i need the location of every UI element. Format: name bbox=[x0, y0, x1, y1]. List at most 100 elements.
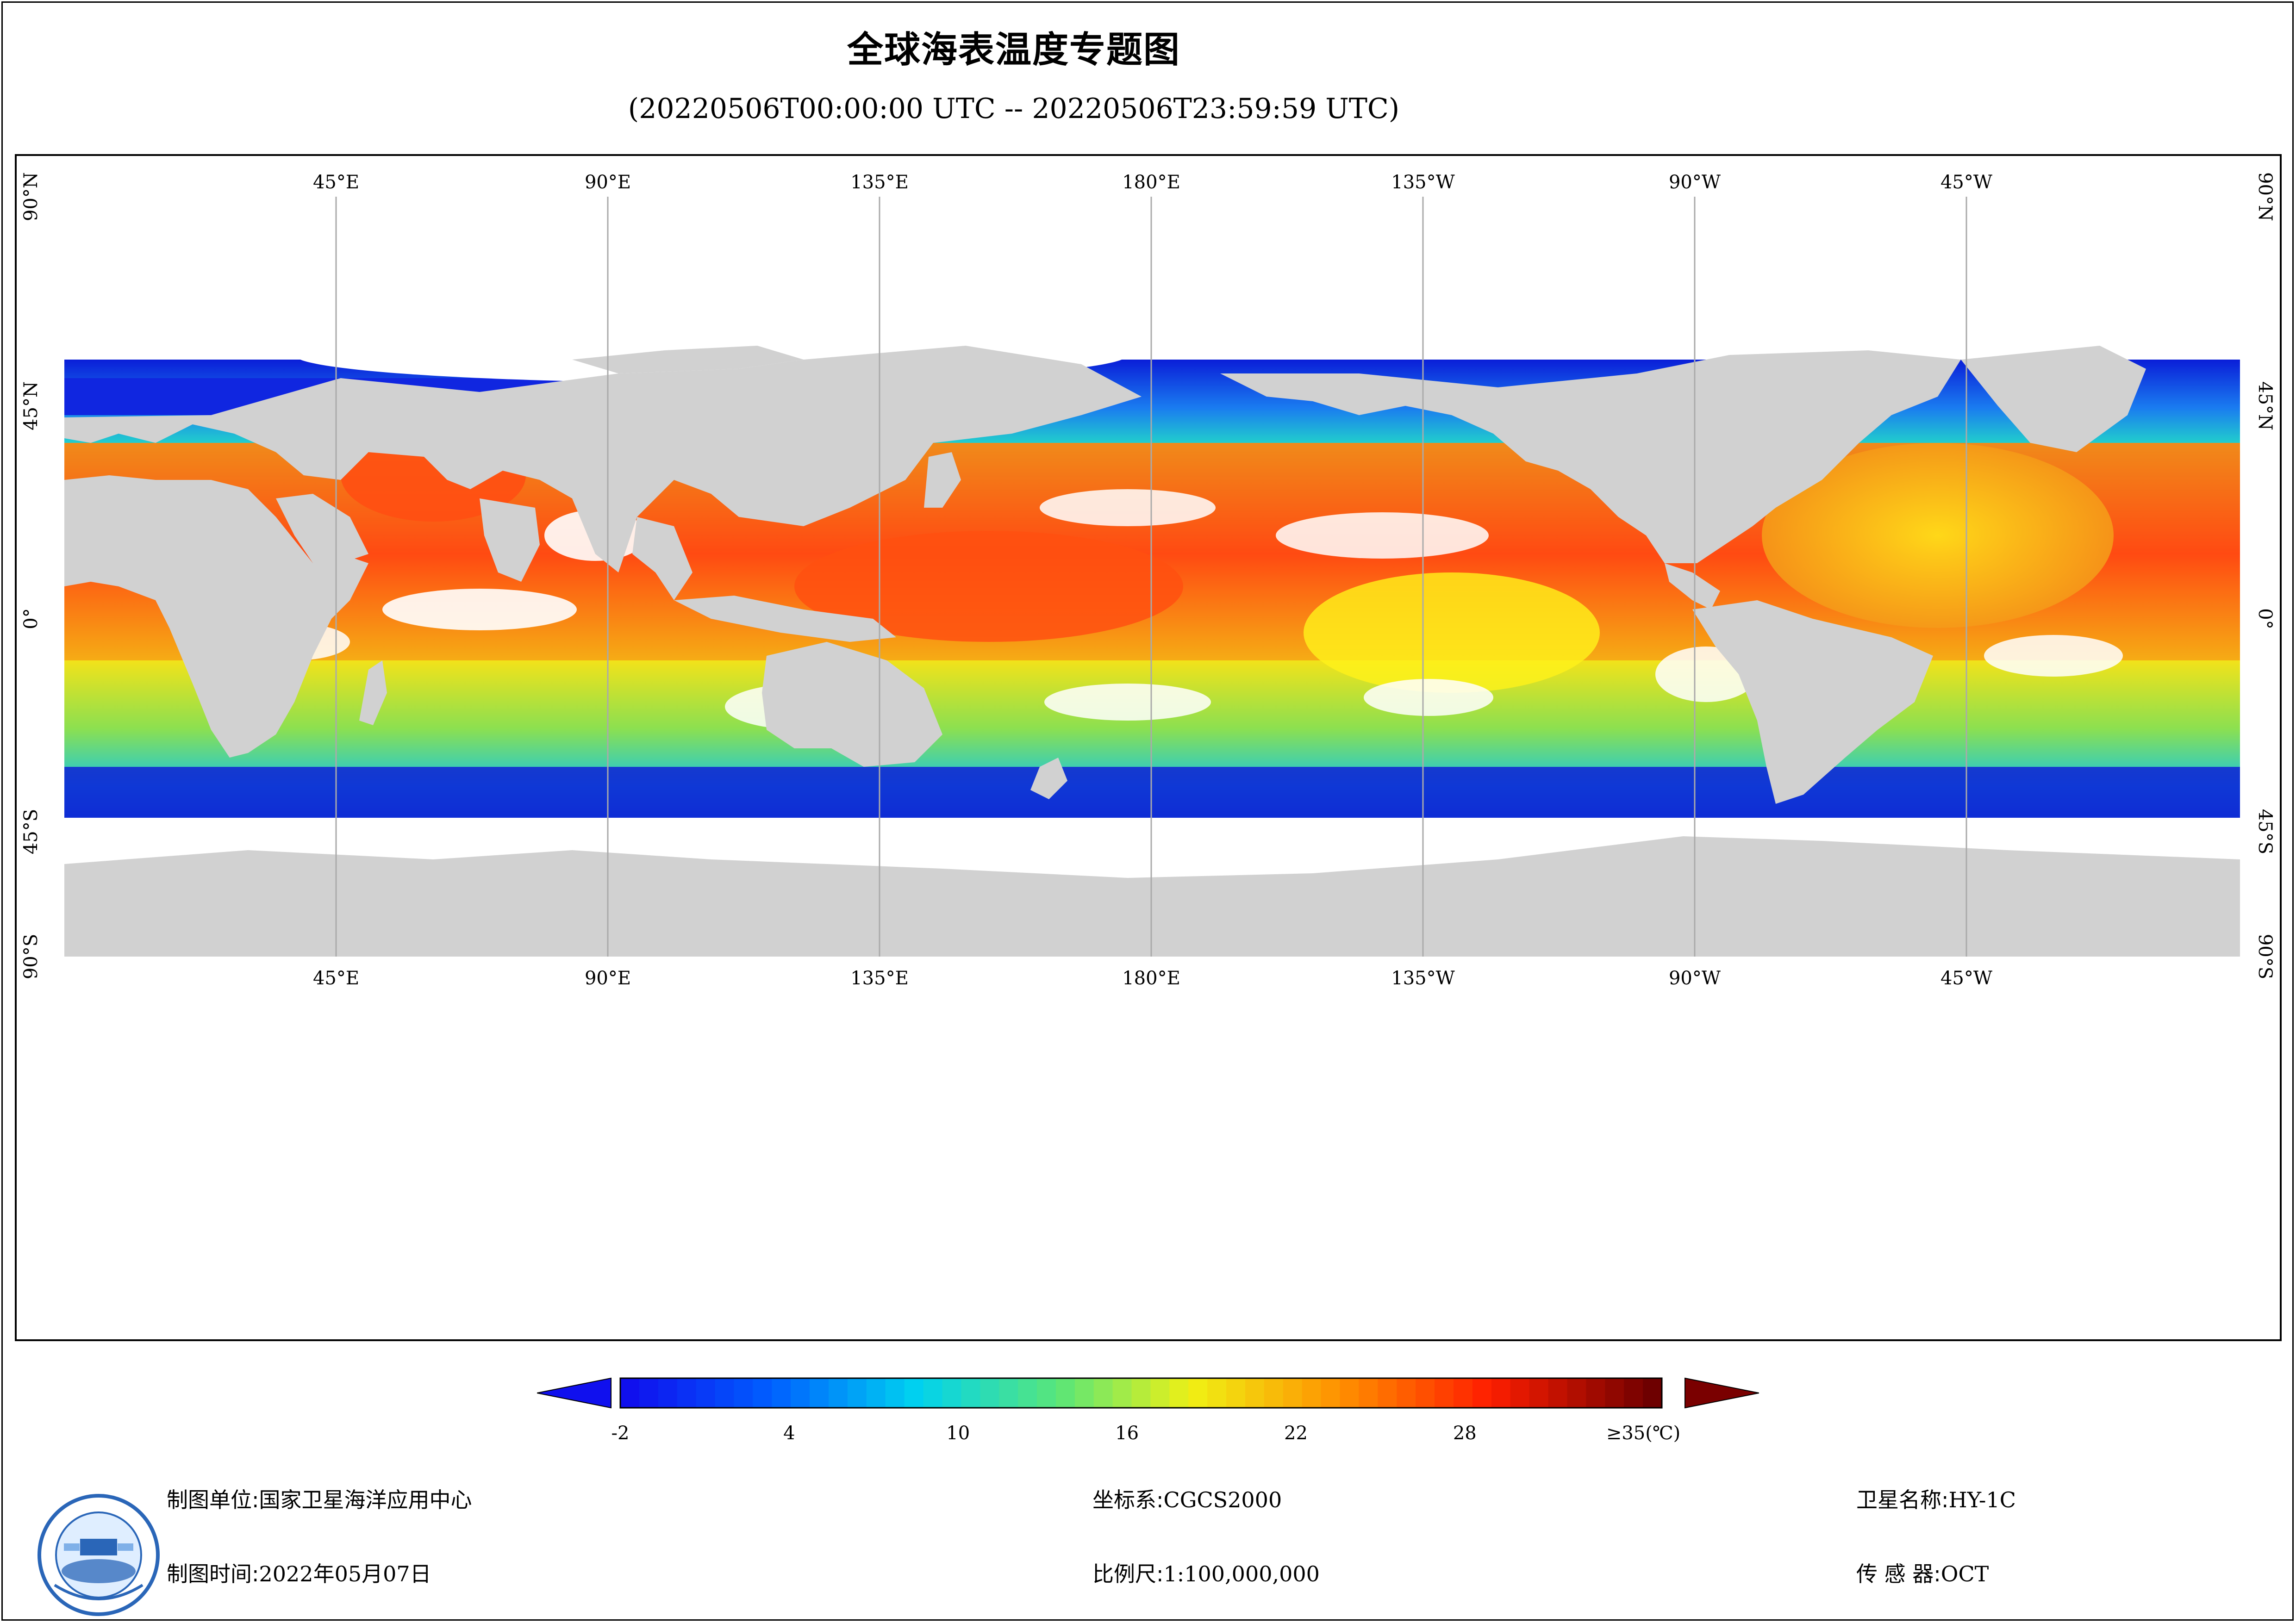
colorbar-cell bbox=[904, 1378, 924, 1408]
footer-unit-label: 制图单位: bbox=[167, 1487, 259, 1512]
sst-layer-southern-ocean bbox=[64, 767, 2240, 818]
map-frame: 45°E 90°E 135°E 180°E 135°W 90°W 45°W 45°E 90°E 1… bbox=[15, 154, 2282, 1341]
colorbar-cell bbox=[1037, 1378, 1056, 1408]
footer-satellite-label: 卫星名称: bbox=[1856, 1487, 1949, 1512]
bottom-lon-label: 135°E bbox=[850, 968, 909, 989]
colorbar-cell bbox=[1416, 1378, 1435, 1408]
colorbar-cells bbox=[619, 1377, 1663, 1409]
colorbar-cell bbox=[1510, 1378, 1530, 1408]
right-lat-label: 90°S bbox=[2254, 934, 2276, 979]
footer-time-label: 制图时间: bbox=[167, 1561, 259, 1586]
colorbar-cell bbox=[753, 1378, 772, 1408]
sst-patch-atlantic bbox=[1762, 443, 2114, 628]
colorbar-tick-label: 4 bbox=[783, 1423, 795, 1444]
colorbar-cell bbox=[1567, 1378, 1586, 1408]
top-lon-label: 45°E bbox=[313, 172, 359, 193]
top-lon-label: 45°W bbox=[1940, 172, 1992, 193]
colorbar-cell bbox=[1359, 1378, 1378, 1408]
colorbar-cell bbox=[999, 1378, 1018, 1408]
top-lon-label: 90°W bbox=[1669, 172, 1721, 193]
colorbar-cell bbox=[696, 1378, 716, 1408]
colorbar-cell bbox=[658, 1378, 678, 1408]
colorbar-cell bbox=[980, 1378, 999, 1408]
colorbar-cell bbox=[1340, 1378, 1360, 1408]
colorbar-cell bbox=[1169, 1378, 1189, 1408]
colorbar-cell bbox=[961, 1378, 980, 1408]
colorbar-tick-label: -2 bbox=[611, 1423, 630, 1444]
right-lat-label: 90°N bbox=[2254, 172, 2276, 221]
footer-time: 制图时间:2022年05月07日 bbox=[167, 1557, 431, 1588]
top-lon-label: 135°E bbox=[850, 172, 909, 193]
colorbar-cell bbox=[1188, 1378, 1208, 1408]
colorbar-frame bbox=[619, 1377, 1663, 1409]
colorbar-tick-label: ≥35(℃) bbox=[1606, 1423, 1680, 1444]
bottom-lon-label: 180°E bbox=[1122, 968, 1180, 989]
colorbar-cell bbox=[1624, 1378, 1643, 1408]
colorbar-under-arrow bbox=[537, 1377, 611, 1409]
colorbar-cell bbox=[1454, 1378, 1473, 1408]
bottom-lon-label: 135°W bbox=[1391, 968, 1454, 989]
bottom-lon-label: 45°E bbox=[313, 968, 359, 989]
colorbar-cell bbox=[1548, 1378, 1568, 1408]
colorbar-tick-label: 22 bbox=[1284, 1423, 1308, 1444]
colorbar-cell bbox=[942, 1378, 961, 1408]
sst-patch-pacific-warm bbox=[794, 531, 1183, 642]
left-lat-label: 90°S bbox=[20, 934, 42, 979]
colorbar-cell bbox=[1529, 1378, 1549, 1408]
colorbar-tick-label: 28 bbox=[1453, 1423, 1477, 1444]
colorbar-cell bbox=[1018, 1378, 1037, 1408]
left-lat-label: 45°S bbox=[20, 809, 42, 854]
footer-scale-label: 比例尺: bbox=[1092, 1561, 1164, 1586]
bottom-lon-label: 45°W bbox=[1940, 968, 1992, 989]
right-lat-label: 0° bbox=[2254, 608, 2276, 629]
top-lon-label: 180°E bbox=[1122, 172, 1180, 193]
colorbar-cell bbox=[1472, 1378, 1492, 1408]
colorbar-cell bbox=[1264, 1378, 1284, 1408]
colorbar-cell bbox=[1131, 1378, 1151, 1408]
graticule bbox=[335, 197, 1967, 957]
bottom-lon-label: 90°W bbox=[1669, 968, 1721, 989]
colorbar-tick-label: 16 bbox=[1115, 1423, 1139, 1444]
agency-logo bbox=[37, 1494, 160, 1616]
colorbar-cell bbox=[1245, 1378, 1265, 1408]
footer-satellite-value: HY-1C bbox=[1948, 1487, 2016, 1512]
colorbar-cell bbox=[1112, 1378, 1132, 1408]
colorbar-cell bbox=[1397, 1378, 1416, 1408]
colorbar-cell bbox=[1207, 1378, 1227, 1408]
colorbar-cell bbox=[1586, 1378, 1605, 1408]
colorbar-cell bbox=[639, 1378, 659, 1408]
bottom-lon-label: 90°E bbox=[585, 968, 631, 989]
colorbar-cell bbox=[1491, 1378, 1511, 1408]
footer-scale-value: 1:100,000,000 bbox=[1163, 1561, 1320, 1586]
footer-time-value: 2022年05月07日 bbox=[259, 1561, 431, 1586]
colorbar-cell bbox=[1302, 1378, 1322, 1408]
colorbar-cell bbox=[1435, 1378, 1454, 1408]
colorbar-cell bbox=[866, 1378, 886, 1408]
colorbar-cell bbox=[829, 1378, 848, 1408]
colorbar-cell bbox=[1378, 1378, 1397, 1408]
right-lat-label: 45°S bbox=[2254, 809, 2276, 854]
colorbar-cell bbox=[772, 1378, 791, 1408]
footer-sensor: 传 感 器:OCT bbox=[1856, 1557, 1989, 1588]
footer-crs: 坐标系:CGCS2000 bbox=[1092, 1483, 1282, 1514]
colorbar-cell bbox=[1055, 1378, 1075, 1408]
colorbar-labels: -2 4 10 16 22 28 ≥35(℃) bbox=[611, 1423, 1681, 1444]
colorbar-cell bbox=[847, 1378, 867, 1408]
colorbar-cell bbox=[1150, 1378, 1170, 1408]
sst-map: 45°E 90°E 135°E 180°E 135°W 90°W 45°W 45°E 90°E 1… bbox=[20, 172, 2276, 989]
footer-sensor-label: 传 感 器: bbox=[1856, 1561, 1941, 1586]
map-subtitle: (20220506T00:00:00 UTC -- 20220506T23:59… bbox=[628, 93, 1400, 125]
footer-satellite: 卫星名称:HY-1C bbox=[1856, 1483, 2016, 1514]
footer-scale: 比例尺:1:100,000,000 bbox=[1092, 1557, 1320, 1588]
colorbar-cell bbox=[1283, 1378, 1303, 1408]
colorbar-cell bbox=[923, 1378, 943, 1408]
colorbar-cell bbox=[677, 1378, 697, 1408]
footer-unit-value: 国家卫星海洋应用中心 bbox=[259, 1487, 472, 1512]
map-title: 全球海表温度专题图 bbox=[847, 29, 1180, 71]
colorbar-over-arrow bbox=[1685, 1377, 1759, 1409]
footer-unit: 制图单位:国家卫星海洋应用中心 bbox=[167, 1483, 472, 1514]
top-lon-label: 135°W bbox=[1391, 172, 1454, 193]
left-lat-label: 90°N bbox=[20, 172, 42, 221]
colorbar-cell bbox=[1074, 1378, 1094, 1408]
